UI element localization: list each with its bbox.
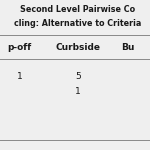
Text: Bu: Bu: [121, 43, 134, 52]
Text: p-off: p-off: [7, 43, 32, 52]
Text: Curbside: Curbside: [56, 43, 100, 52]
Text: 5: 5: [75, 72, 81, 81]
Text: cling: Alternative to Criteria: cling: Alternative to Criteria: [14, 20, 142, 28]
Text: 1: 1: [17, 72, 22, 81]
Text: 1: 1: [75, 87, 81, 96]
Text: Second Level Pairwise Co: Second Level Pairwise Co: [20, 4, 136, 14]
